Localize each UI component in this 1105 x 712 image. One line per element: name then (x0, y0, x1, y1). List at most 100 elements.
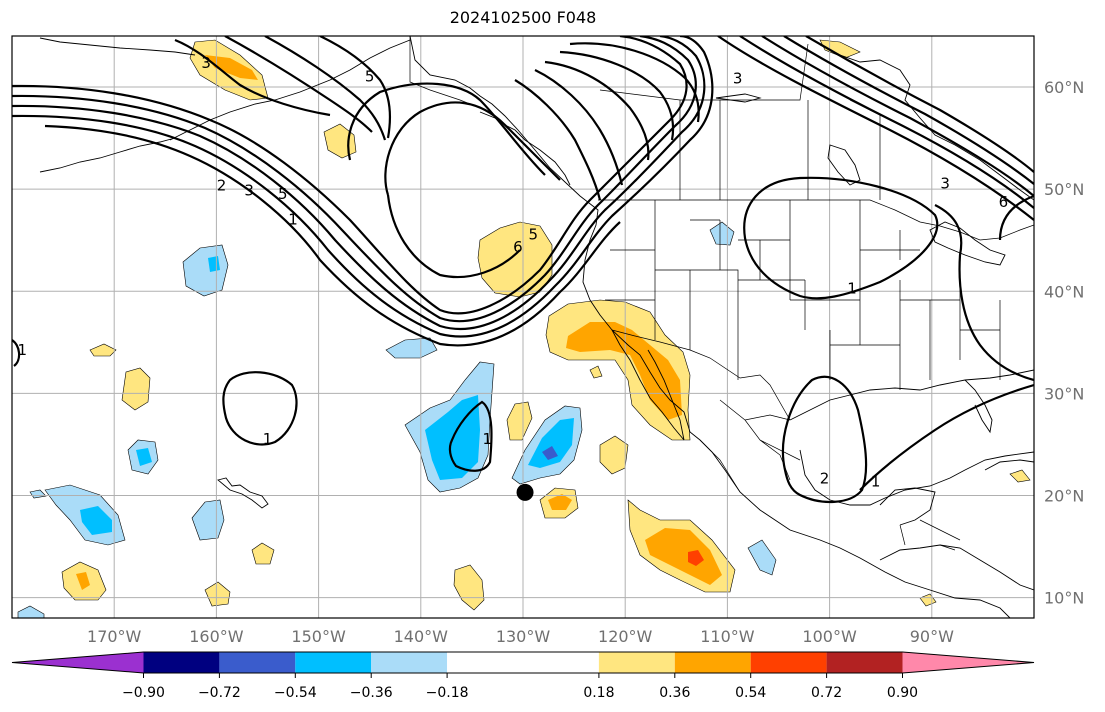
latitude-tick-label: 10°N (1044, 589, 1084, 608)
contour-line (174, 38, 331, 117)
coastline-yucatan (879, 487, 936, 526)
border-us-mexico (611, 329, 791, 421)
coastline-north-america (409, 36, 1011, 618)
positive-anomaly-area (121, 367, 151, 411)
contour-line (12, 339, 21, 367)
longitude-tick-label: 110°W (700, 627, 755, 646)
contour-line (44, 124, 621, 347)
colorbar-segment (826, 652, 903, 673)
colorbar-tick-label: −0.54 (274, 685, 317, 701)
contour-label: 3 (940, 175, 950, 193)
contour-line (12, 36, 714, 338)
longitude-tick-label: 160°W (189, 627, 244, 646)
coastline-gulf-north (789, 369, 1034, 421)
colorbar-segment (143, 652, 220, 673)
map-title: 2024102500 F048 (449, 8, 597, 27)
colorbar-segment (219, 652, 296, 673)
coastline-baja (611, 329, 685, 441)
contour-label: 2 (217, 177, 227, 195)
contour-line (12, 36, 688, 315)
contour-line (783, 36, 1034, 185)
contour-label: 3 (733, 69, 743, 87)
contour-label: 1 (263, 430, 273, 448)
contour-line (781, 375, 868, 504)
colorbar-tick-label: −0.36 (350, 685, 393, 701)
latitude-tick-label: 30°N (1044, 384, 1084, 403)
contour-label: 6 (999, 193, 1009, 211)
contour-line (739, 36, 1034, 209)
contour-line (544, 60, 650, 161)
island-lake-winnipeg (715, 93, 762, 103)
contour-line (717, 36, 1034, 221)
positive-anomaly-area (453, 564, 485, 611)
negative-anomaly-peak (542, 446, 558, 460)
contour-line (384, 101, 561, 279)
storm-center-marker (516, 483, 534, 501)
negative-anomaly-area (747, 539, 777, 576)
contour-label: 1 (288, 210, 298, 228)
positive-anomaly-core (566, 322, 682, 420)
coastline-gulf (799, 449, 1034, 506)
colorbar-tick-label: −0.90 (122, 685, 165, 701)
positive-anomaly-core (548, 494, 572, 510)
negative-anomaly-area (29, 489, 47, 499)
colorbar-tick-label: −0.18 (426, 685, 469, 701)
coastline-hudson-bay (819, 44, 1034, 201)
contour-label: 3 (244, 182, 254, 200)
negative-anomaly-core (528, 418, 574, 468)
contour-label: 2 (820, 470, 830, 488)
positive-anomaly-area (1009, 469, 1031, 483)
coastline-central-america (879, 544, 1034, 591)
contour-line (859, 383, 1034, 491)
contour-line (12, 36, 706, 331)
negative-anomaly-area (385, 337, 438, 359)
contour-label: 1 (847, 280, 857, 298)
colorbar-extend-high (902, 652, 1034, 673)
latitude-tick-label: 60°N (1044, 78, 1084, 97)
contour-line (934, 204, 1034, 382)
longitude-tick-label: 120°W (598, 627, 653, 646)
colorbar-tick-label: 0.36 (659, 685, 690, 701)
coastline-florida (964, 379, 993, 434)
contour-line (569, 42, 700, 123)
longitude-tick-label: 170°W (87, 627, 142, 646)
positive-anomaly-area (251, 542, 275, 565)
colorbar-tick-label: 0.72 (811, 685, 842, 701)
contour-line (264, 36, 387, 141)
colorbar-tick-label: 0.90 (887, 685, 918, 701)
contour-label: 5 (528, 226, 538, 244)
shaded-fields (17, 39, 1031, 618)
border-central-america (899, 519, 961, 551)
colorbar-segment (447, 652, 599, 673)
colorbar-segment (674, 652, 751, 673)
contour-line (761, 36, 1034, 197)
colorbar-segment (598, 652, 675, 673)
positive-anomaly-core (205, 55, 258, 80)
colorbar-segment (295, 652, 372, 673)
longitude-tick-label: 140°W (394, 627, 449, 646)
contour-line (12, 36, 697, 323)
latitude-tick-label: 20°N (1044, 486, 1084, 505)
contour-line (319, 36, 391, 139)
coastline-alaska (169, 39, 411, 141)
positive-anomaly-core (76, 572, 90, 590)
map-frame (11, 35, 1035, 619)
contour-line (559, 50, 675, 141)
contour-label: 5 (365, 67, 375, 85)
positive-anomaly-area (589, 365, 603, 379)
contour-label: 1 (871, 473, 881, 491)
positive-anomaly-core (645, 528, 722, 585)
contour-line (743, 176, 939, 300)
longitude-tick-label: 130°W (496, 627, 551, 646)
negative-anomaly-core (80, 506, 112, 535)
border-canada-us (598, 199, 1034, 241)
colorbar-segment (750, 652, 827, 673)
contour-line (998, 194, 1034, 241)
contour-line (805, 36, 1034, 173)
border-us-states (605, 200, 1001, 390)
contour-line (222, 371, 298, 446)
contour-line (514, 79, 602, 201)
latitude-tick-labels: 60°N 50°N 40°N 30°N 20°N 10°N (1044, 78, 1084, 608)
negative-anomaly-core (208, 256, 220, 272)
contour-line (347, 82, 546, 176)
